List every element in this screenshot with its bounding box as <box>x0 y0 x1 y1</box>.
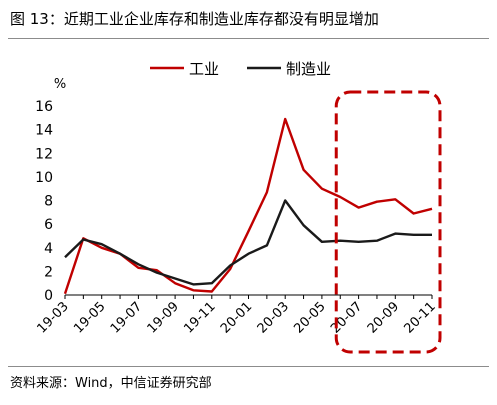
series-line-1 <box>64 199 432 286</box>
legend-label-1: 制造业 <box>286 60 331 78</box>
y-tick-label: 0 <box>44 288 53 304</box>
y-tick-label: 10 <box>35 170 53 186</box>
x-tick-label: 20-07 <box>328 299 365 336</box>
y-tick-label: 4 <box>44 241 53 257</box>
x-tick-label: 19-03 <box>35 299 72 336</box>
source-note: 资料来源：Wind，中信证券研究部 <box>10 376 212 391</box>
legend: 工业 制造业 <box>150 60 331 78</box>
source-divider <box>8 366 489 367</box>
x-axis: 19-03 19-05 19-07 19-09 19-11 20-01 20-03 20-05… <box>35 294 439 337</box>
x-tick-label: 20-09 <box>365 299 402 336</box>
x-tick-label: 20-05 <box>291 299 328 336</box>
x-tick-label: 19-07 <box>108 299 145 336</box>
y-tick-label: 14 <box>35 123 53 139</box>
y-tick-label: 12 <box>35 146 53 162</box>
y-axis: 0 2 4 6 8 10 12 14 16 <box>35 99 53 304</box>
y-tick-label: 16 <box>35 99 53 115</box>
legend-label-0: 工业 <box>189 60 219 78</box>
chart-title: 图 13：近期工业企业库存和制造业库存都没有明显增加 <box>10 10 379 28</box>
y-tick-label: 8 <box>44 194 53 210</box>
x-tick-label: 19-05 <box>71 299 108 336</box>
y-tick-label: 6 <box>44 217 53 233</box>
x-tick-label: 19-11 <box>181 299 218 336</box>
y-tick-label: 2 <box>44 264 53 280</box>
highlight-box <box>334 90 442 354</box>
y-axis-unit: % <box>54 77 66 92</box>
highlight-layer <box>334 90 442 354</box>
series-line-0 <box>63 117 433 295</box>
series-layer <box>63 117 433 295</box>
x-tick-label: 20-11 <box>402 299 439 336</box>
x-tick-label: 20-01 <box>218 299 255 336</box>
title-divider <box>8 38 489 39</box>
x-tick-label: 20-03 <box>255 299 292 336</box>
x-tick-label: 19-09 <box>145 299 182 336</box>
